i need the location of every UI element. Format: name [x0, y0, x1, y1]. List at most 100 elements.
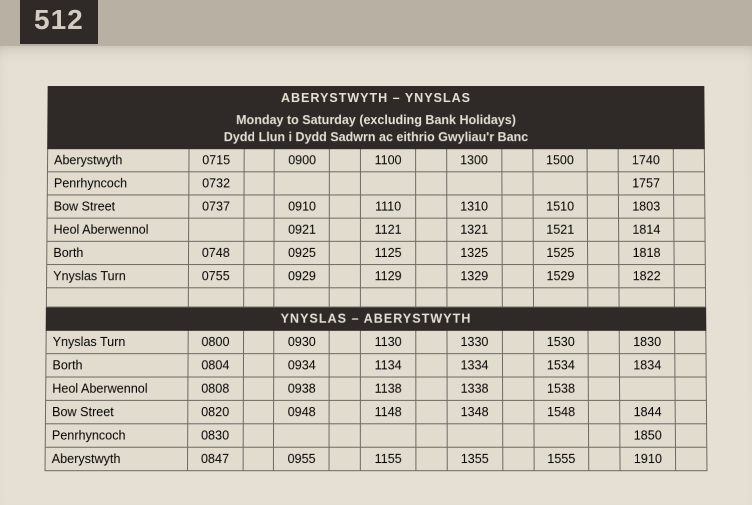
time-cell: 1138 [360, 377, 415, 400]
gap-cell [330, 195, 361, 218]
direction-subtitle: Monday to Saturday (excluding Bank Holid… [48, 110, 705, 149]
gap-cell [502, 424, 533, 447]
gap-cell [243, 264, 274, 287]
time-cell: 1321 [447, 218, 502, 241]
gap-cell [416, 241, 447, 264]
gap-cell [330, 241, 361, 264]
time-cell: 0800 [188, 330, 243, 353]
gap-cell [589, 424, 620, 447]
gap-cell [243, 241, 274, 264]
stop-name: Heol Aberwennol [46, 377, 188, 400]
time-cell [274, 424, 329, 447]
table-row: Aberystwyth084709551155135515551910 [45, 447, 707, 470]
time-cell: 0934 [274, 353, 329, 376]
table-row: Aberystwyth071509001100130015001740 [47, 148, 704, 171]
time-cell: 1830 [619, 330, 674, 353]
table-row: Penrhyncoch08301850 [45, 424, 707, 447]
time-cell: 0929 [274, 264, 329, 287]
time-cell: 1814 [619, 218, 674, 241]
direction-title: ABERYSTWYTH – YNYSLAS [48, 87, 704, 110]
gap-cell [502, 172, 533, 195]
gap-cell [675, 377, 706, 400]
time-cell: 1100 [361, 148, 416, 171]
stop-name: Borth [46, 353, 188, 376]
time-cell: 1548 [533, 400, 588, 423]
time-cell [620, 377, 676, 400]
time-cell: 0847 [187, 447, 243, 470]
time-cell: 1525 [533, 241, 588, 264]
time-cell: 0938 [274, 377, 329, 400]
time-cell: 1129 [361, 264, 416, 287]
time-cell: 1822 [619, 264, 674, 287]
gap-cell [675, 400, 706, 423]
time-cell: 1334 [447, 353, 502, 376]
table-row: Borth080409341134133415341834 [46, 353, 706, 376]
gap-cell [416, 195, 447, 218]
gap-cell [243, 353, 274, 376]
stop-name: Bow Street [45, 400, 187, 423]
time-cell: 0910 [274, 195, 329, 218]
time-cell: 1155 [360, 447, 415, 470]
time-cell: 1310 [447, 195, 502, 218]
timetable: ABERYSTWYTH – YNYSLASMonday to Saturday … [45, 86, 708, 471]
gap-cell [243, 330, 274, 353]
gap-cell [416, 377, 447, 400]
gap-cell [674, 172, 705, 195]
table-row: Bow Street082009481148134815481844 [45, 400, 706, 423]
time-cell [360, 424, 415, 447]
time-cell: 0900 [275, 148, 330, 171]
stop-name: Penrhyncoch [47, 172, 188, 195]
gap-cell [502, 353, 533, 376]
time-cell: 0737 [188, 195, 243, 218]
stop-name: Ynyslas Turn [46, 330, 188, 353]
stop-name: Heol Aberwennol [47, 218, 188, 241]
gap-cell [588, 264, 619, 287]
gap-cell [502, 447, 533, 470]
gap-cell [416, 353, 447, 376]
time-cell: 1757 [618, 172, 673, 195]
gap-cell [675, 330, 706, 353]
gap-cell [588, 218, 619, 241]
time-cell [447, 424, 502, 447]
stop-name: Bow Street [47, 195, 188, 218]
time-cell: 0930 [274, 330, 329, 353]
gap-cell [501, 148, 532, 171]
stop-name: Penrhyncoch [45, 424, 187, 447]
gap-cell [502, 264, 533, 287]
time-cell: 1844 [620, 400, 676, 423]
time-cell: 1329 [447, 264, 502, 287]
gap-cell [329, 447, 360, 470]
gap-cell [416, 424, 447, 447]
gap-cell [244, 172, 275, 195]
gap-cell [329, 400, 360, 423]
time-cell: 0748 [188, 241, 243, 264]
gap-cell [588, 353, 619, 376]
time-cell [532, 172, 587, 195]
gap-cell [416, 400, 447, 423]
gap-cell [329, 424, 360, 447]
gap-cell [329, 330, 360, 353]
time-cell [533, 424, 589, 447]
gap-cell [675, 424, 706, 447]
time-cell: 1130 [360, 330, 415, 353]
gap-cell [330, 148, 361, 171]
time-cell: 0955 [274, 447, 329, 470]
gap-cell [243, 424, 274, 447]
time-cell: 0948 [274, 400, 329, 423]
gap-cell [416, 218, 447, 241]
gap-cell [674, 195, 705, 218]
gap-cell [502, 195, 533, 218]
gap-cell [329, 353, 360, 376]
time-cell: 0732 [189, 172, 244, 195]
time-cell: 1325 [447, 241, 502, 264]
time-cell: 1534 [533, 353, 588, 376]
gap-cell [589, 377, 620, 400]
time-cell: 1500 [532, 148, 587, 171]
time-cell: 1834 [620, 353, 675, 376]
time-cell: 0925 [274, 241, 329, 264]
table-row: Borth074809251125132515251818 [47, 241, 706, 264]
time-cell: 1510 [533, 195, 588, 218]
table-row: Heol Aberwennol08080938113813381538 [46, 377, 707, 400]
time-cell: 1538 [533, 377, 588, 400]
timetable-sheet: ABERYSTWYTH – YNYSLASMonday to Saturday … [0, 46, 752, 505]
